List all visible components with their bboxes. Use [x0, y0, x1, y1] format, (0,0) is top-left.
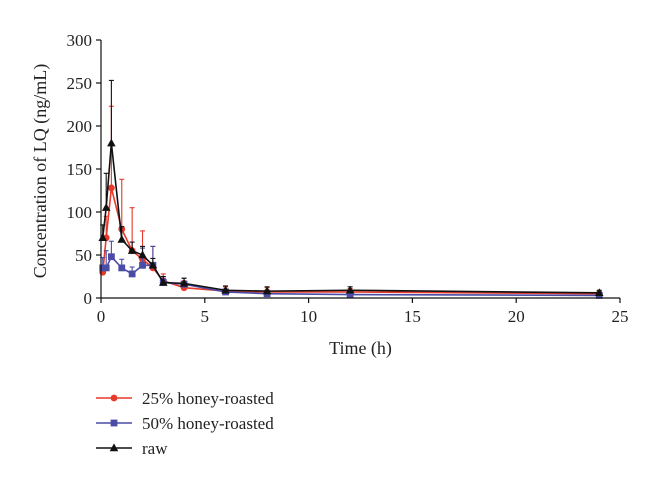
- x-axis-title: Time (h): [329, 338, 392, 359]
- data-point: [101, 203, 111, 211]
- data-point: [107, 184, 115, 192]
- x-tick-label: 0: [97, 307, 106, 326]
- axes: [100, 40, 620, 299]
- data-point: [128, 270, 136, 278]
- data-point: [179, 278, 189, 287]
- data-point: [594, 288, 604, 297]
- y-tick-label: 150: [67, 160, 93, 179]
- data-point: [345, 285, 355, 294]
- legend-label: raw: [142, 439, 168, 458]
- data-point: [346, 291, 354, 298]
- data-point: [139, 261, 146, 269]
- y-tick-label: 0: [84, 289, 93, 308]
- legend-marker: [110, 419, 118, 427]
- y-tick-label: 50: [75, 246, 92, 265]
- data-point: [117, 234, 127, 243]
- data-point: [148, 260, 158, 269]
- x-tick-label: 5: [201, 307, 210, 326]
- x-tick-label: 25: [612, 307, 629, 326]
- data-point: [99, 264, 107, 272]
- legend: 25% honey-roasted 50% honey-roasted raw: [96, 389, 274, 458]
- x-tick-label: 20: [508, 307, 525, 326]
- data-point: [158, 277, 168, 286]
- y-axis-title: Concentration of LQ (ng/mL): [30, 64, 51, 278]
- y-tick-label: 250: [67, 74, 93, 93]
- legend-label: 50% honey-roasted: [142, 414, 274, 433]
- series-0: [99, 105, 603, 298]
- x-tick-label: 10: [300, 307, 317, 326]
- data-point: [102, 264, 110, 272]
- plot-area: [98, 79, 604, 299]
- y-tick-label: 100: [67, 203, 93, 222]
- y-tick-label: 300: [67, 31, 93, 50]
- data-point: [127, 246, 137, 254]
- data-point: [107, 138, 116, 147]
- y-tick-label: 200: [67, 117, 93, 136]
- data-point: [221, 285, 230, 294]
- series-line: [101, 143, 600, 294]
- legend-marker: [109, 443, 119, 452]
- x-tick-label: 15: [404, 307, 421, 326]
- data-point: [118, 264, 126, 272]
- data-point: [138, 250, 147, 259]
- data-point: [262, 286, 272, 295]
- data-point: [107, 253, 115, 261]
- series-2: [98, 79, 604, 297]
- legend-marker: [110, 394, 118, 402]
- legend-label: 25% honey-roasted: [142, 389, 274, 408]
- series-line: [101, 187, 600, 295]
